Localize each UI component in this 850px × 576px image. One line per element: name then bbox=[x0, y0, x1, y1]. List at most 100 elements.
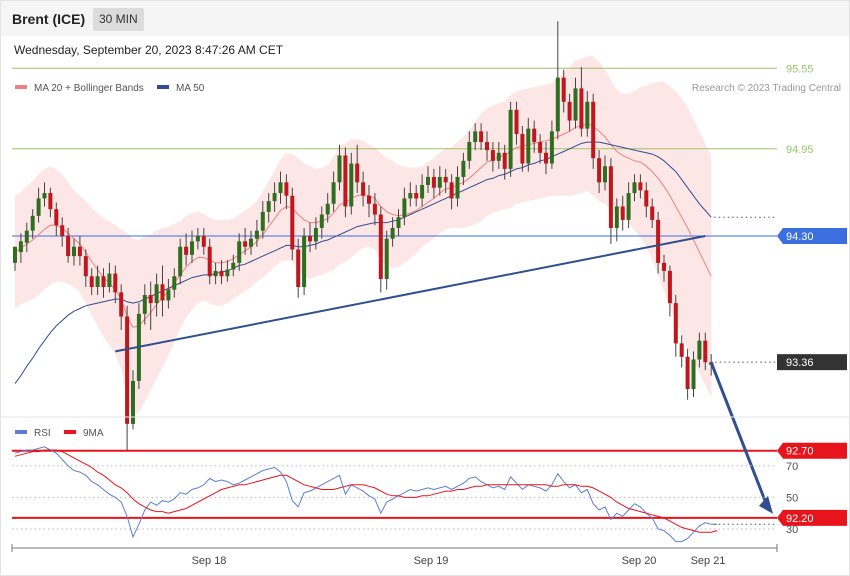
candle-body bbox=[426, 176, 430, 186]
candle-body bbox=[337, 155, 342, 183]
candle-body bbox=[443, 176, 448, 183]
candle-body bbox=[313, 227, 318, 242]
candle-body bbox=[296, 249, 301, 287]
candle-body bbox=[555, 77, 560, 132]
candle-body bbox=[697, 340, 702, 360]
candle-body bbox=[614, 206, 619, 228]
candle-body bbox=[201, 236, 206, 247]
legend-swatch-rsi-ma bbox=[64, 430, 76, 434]
candle-body bbox=[603, 166, 607, 183]
candle-body bbox=[24, 230, 29, 243]
rsi-plot: 30 50 70 bbox=[12, 446, 798, 543]
legend-swatch-ma50 bbox=[157, 85, 169, 89]
candle-body bbox=[83, 256, 88, 277]
candle-body bbox=[431, 176, 436, 188]
candle-body bbox=[520, 134, 525, 164]
candle-body bbox=[190, 241, 194, 255]
candle-body bbox=[372, 203, 377, 215]
research-credit: Research © 2023 Trading Central bbox=[692, 83, 841, 94]
candle-body bbox=[455, 176, 460, 199]
timeframe-badge[interactable]: 30 MIN bbox=[93, 8, 144, 31]
candle-body bbox=[567, 101, 572, 121]
price-plot: 95.55 94.95 94.30 93.36 92.70 92.20 bbox=[12, 21, 847, 526]
candle-body bbox=[131, 380, 135, 424]
x-tick-label: Sep 18 bbox=[192, 555, 227, 567]
support-level-label: 92.20 bbox=[786, 513, 814, 525]
support-trendline bbox=[115, 235, 706, 353]
candle-body bbox=[142, 295, 147, 314]
candle-body bbox=[679, 343, 684, 357]
candle-body bbox=[107, 273, 112, 287]
x-axis: Sep 18 Sep 19 Sep 20 Sep 21 bbox=[11, 544, 778, 567]
candle-body bbox=[673, 303, 678, 344]
chart-header: Brent (ICE) 30 MIN bbox=[1, 1, 849, 36]
candle-body bbox=[30, 215, 35, 231]
candle-body bbox=[490, 150, 495, 161]
candle-body bbox=[390, 227, 395, 239]
candle-body bbox=[549, 131, 554, 164]
candle-body bbox=[656, 219, 661, 263]
candle-body bbox=[703, 340, 708, 363]
rsi-tick-label: 30 bbox=[786, 524, 798, 536]
candle-body bbox=[437, 176, 442, 188]
candle-body bbox=[496, 152, 501, 161]
candle-body bbox=[508, 109, 513, 169]
candle-body bbox=[72, 246, 76, 257]
rsi-tick-label: 70 bbox=[786, 461, 798, 473]
rsi-ma-line bbox=[14, 449, 718, 533]
candle-body bbox=[113, 273, 118, 293]
candle-body bbox=[184, 246, 189, 255]
candle-body bbox=[514, 109, 519, 135]
candle-body bbox=[485, 142, 489, 151]
legend-label-rsi-ma: 9MA bbox=[83, 428, 104, 439]
candle-body bbox=[597, 158, 602, 183]
candle-body bbox=[467, 142, 472, 161]
candle-body bbox=[638, 182, 643, 191]
candle-body bbox=[526, 128, 531, 164]
candle-body bbox=[284, 182, 289, 196]
candle-body bbox=[479, 131, 484, 143]
candle-body bbox=[13, 246, 17, 263]
candle-body bbox=[685, 356, 690, 389]
candle-body bbox=[278, 182, 283, 194]
candle-body bbox=[36, 198, 41, 216]
candle-body bbox=[544, 152, 548, 164]
legend-label-rsi: RSI bbox=[34, 428, 51, 439]
candle-body bbox=[620, 206, 625, 220]
pivot-level-label: 94.30 bbox=[786, 231, 814, 243]
candle-body bbox=[532, 128, 537, 143]
pivot-level-tag bbox=[777, 228, 847, 244]
rsi-line bbox=[14, 446, 718, 543]
resistance-level-label: 94.95 bbox=[786, 144, 814, 156]
last-price-label: 93.36 bbox=[786, 357, 814, 369]
instrument-title: Brent (ICE) bbox=[12, 11, 86, 27]
price-legend: MA 20 + Bollinger Bands MA 50 bbox=[15, 83, 205, 94]
rsi-tick-label: 50 bbox=[786, 492, 798, 504]
candle-body bbox=[414, 193, 419, 199]
candle-body bbox=[260, 211, 265, 231]
candle-body bbox=[48, 193, 53, 210]
candle-body bbox=[237, 241, 242, 263]
candle-body bbox=[561, 77, 566, 102]
timestamp: Wednesday, September 20, 2023 8:47:26 AM… bbox=[14, 43, 284, 57]
candle-body bbox=[325, 203, 330, 215]
candle-body bbox=[66, 236, 71, 257]
candle-body bbox=[367, 195, 371, 204]
candle-body bbox=[378, 214, 383, 279]
candle-body bbox=[42, 193, 47, 199]
candle-body bbox=[308, 236, 312, 242]
candle-body bbox=[473, 131, 478, 143]
candle-body bbox=[95, 276, 100, 287]
candle-body bbox=[101, 276, 106, 287]
x-tick-label: Sep 21 bbox=[691, 555, 726, 567]
support-level-tag bbox=[777, 509, 847, 526]
candle-body bbox=[243, 241, 248, 247]
candle-body bbox=[591, 101, 596, 159]
candle-body bbox=[195, 236, 200, 242]
candle-body bbox=[343, 155, 348, 207]
candle-body bbox=[573, 88, 578, 121]
candle-body bbox=[650, 206, 655, 220]
candle-body bbox=[667, 270, 672, 304]
